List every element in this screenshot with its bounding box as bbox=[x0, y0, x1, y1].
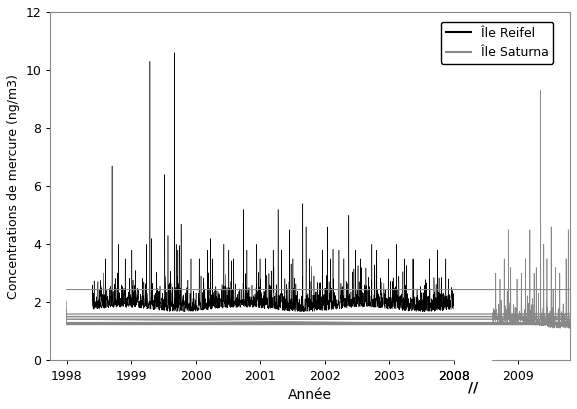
Y-axis label: Concentrations de mercure (ng/m3): Concentrations de mercure (ng/m3) bbox=[7, 74, 20, 299]
Bar bbox=[455, 353, 491, 367]
Text: //: // bbox=[468, 381, 478, 395]
X-axis label: Année: Année bbox=[288, 388, 332, 402]
Legend: Île Reifel, Île Saturna: Île Reifel, Île Saturna bbox=[440, 22, 553, 64]
